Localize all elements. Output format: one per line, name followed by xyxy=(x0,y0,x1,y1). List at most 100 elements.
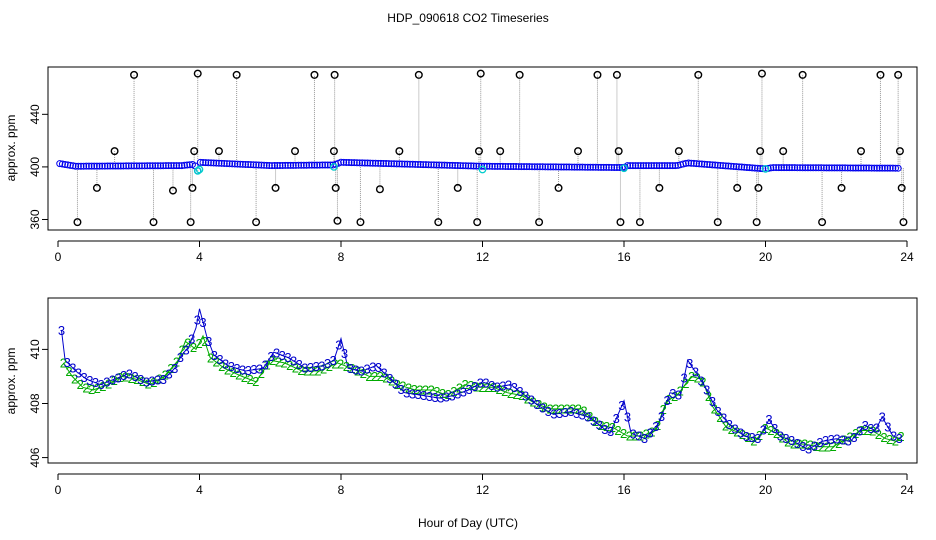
bottom-series-marker: 2 xyxy=(711,401,718,416)
top-baseline-point xyxy=(284,161,292,169)
top-outlier-point xyxy=(614,147,623,156)
bottom-series-marker: 2 xyxy=(682,376,689,391)
bottom-y-tick-label: 408 xyxy=(28,393,42,413)
top-baseline-point xyxy=(72,162,80,170)
bottom-series-marker: 3 xyxy=(160,372,167,387)
top-outlier-point xyxy=(291,147,300,156)
top-baseline-point xyxy=(210,159,218,167)
bottom-series-marker: 3 xyxy=(720,410,727,425)
top-baseline-point xyxy=(791,164,799,172)
top-baseline-point xyxy=(602,163,610,171)
bottom-series-marker: 3 xyxy=(692,365,699,380)
top-baseline-point xyxy=(735,163,743,171)
bottom-series-line xyxy=(62,334,903,448)
bottom-series-marker: 2 xyxy=(111,373,118,388)
top-outlier-point xyxy=(271,183,280,192)
bottom-series-marker: 2 xyxy=(626,428,633,443)
top-baseline-point xyxy=(162,162,170,170)
bottom-y-tick-label: 406 xyxy=(28,447,42,467)
bottom-series-marker: 3 xyxy=(64,355,71,370)
top-baseline-point xyxy=(310,161,318,169)
top-outlier-point xyxy=(73,218,82,227)
bottom-series-marker: 2 xyxy=(326,359,333,374)
bottom-series-marker: 2 xyxy=(280,355,287,370)
top-baseline-point xyxy=(488,162,496,170)
top-baseline-point xyxy=(268,162,276,170)
top-baseline-point xyxy=(828,164,836,172)
top-plot-frame xyxy=(47,66,918,231)
bottom-series-marker: 3 xyxy=(386,371,393,386)
bottom-series-marker: 3 xyxy=(528,393,535,408)
top-x-tick-label: 20 xyxy=(759,250,773,264)
top-outlier-point xyxy=(535,218,544,227)
bottom-series-marker: 2 xyxy=(190,340,197,355)
top-baseline-point xyxy=(777,164,785,172)
top-baseline-point xyxy=(231,160,239,168)
top-baseline-point xyxy=(706,161,714,169)
bottom-series-marker: 3 xyxy=(596,418,603,433)
top-baseline-point xyxy=(743,163,751,171)
bottom-series-marker: 3 xyxy=(256,361,263,376)
top-baseline-point xyxy=(289,161,297,169)
top-baseline-point xyxy=(446,161,454,169)
bottom-series-marker: 2 xyxy=(592,414,599,429)
top-baseline-point xyxy=(523,163,531,171)
bottom-series-marker: 3 xyxy=(109,372,116,387)
top-outlier-point xyxy=(779,147,788,156)
bottom-series-marker: 2 xyxy=(167,361,174,376)
top-baseline-point xyxy=(228,160,236,168)
top-y-axis-label: approx. ppm xyxy=(4,115,18,182)
bottom-series-marker: 3 xyxy=(867,421,874,436)
top-baseline-point xyxy=(608,163,616,171)
top-baseline-point xyxy=(58,160,66,168)
top-baseline-point xyxy=(849,164,857,172)
top-outlier-point xyxy=(894,70,903,79)
top-baseline-point xyxy=(443,161,451,169)
bottom-series-marker: 2 xyxy=(275,354,282,369)
top-baseline-point xyxy=(724,162,732,170)
top-baseline-point xyxy=(366,159,374,167)
top-outlier-point xyxy=(895,147,904,156)
top-baseline-point xyxy=(820,164,828,172)
bottom-series-marker: 2 xyxy=(496,382,503,397)
bottom-series-marker: 2 xyxy=(733,424,740,439)
bottom-panel: approx. ppm 0 4 8 12 16 20 2440640841022222222… xyxy=(4,297,918,497)
top-baseline-point xyxy=(671,162,679,170)
bottom-series-marker: 2 xyxy=(829,439,836,454)
top-baseline-point xyxy=(690,159,698,167)
top-baseline-point xyxy=(130,162,138,170)
bottom-series-marker: 3 xyxy=(358,363,365,378)
bottom-series-marker: 3 xyxy=(505,377,512,392)
bottom-series-marker: 3 xyxy=(675,387,682,402)
top-baseline-point xyxy=(846,164,854,172)
bottom-series-marker: 3 xyxy=(341,346,348,361)
bottom-series-marker: 3 xyxy=(681,370,688,385)
bottom-series-marker: 2 xyxy=(65,364,72,379)
bottom-series-marker: 2 xyxy=(360,366,367,381)
bottom-series-marker: 2 xyxy=(269,353,276,368)
bottom-x-tick-label: 0 xyxy=(55,483,62,497)
bottom-series-marker: 2 xyxy=(309,364,316,379)
top-baseline-point xyxy=(119,162,127,170)
top-baseline-point xyxy=(422,161,430,169)
bottom-series-marker: 2 xyxy=(196,336,203,351)
bottom-series-marker: 2 xyxy=(603,419,610,434)
top-baseline-point xyxy=(610,163,618,171)
bottom-series-marker: 3 xyxy=(216,352,223,367)
bottom-series-marker: 3 xyxy=(347,361,354,376)
bottom-series-marker: 2 xyxy=(252,374,259,389)
top-baseline-point xyxy=(687,159,695,167)
bottom-series-marker: 2 xyxy=(575,401,582,416)
top-outlier-point xyxy=(515,70,524,79)
bottom-series-marker: 2 xyxy=(637,428,644,443)
top-baseline-point xyxy=(809,164,817,172)
top-baseline-point xyxy=(854,164,862,172)
bottom-series-marker: 3 xyxy=(188,332,195,347)
bottom-series-marker: 3 xyxy=(499,379,506,394)
bottom-series-marker: 2 xyxy=(812,439,819,454)
top-baseline-point xyxy=(547,163,555,171)
top-baseline-point xyxy=(85,162,93,170)
top-baseline-point xyxy=(271,162,279,170)
bottom-series-marker: 2 xyxy=(241,370,248,385)
bottom-series-marker: 2 xyxy=(841,433,848,448)
